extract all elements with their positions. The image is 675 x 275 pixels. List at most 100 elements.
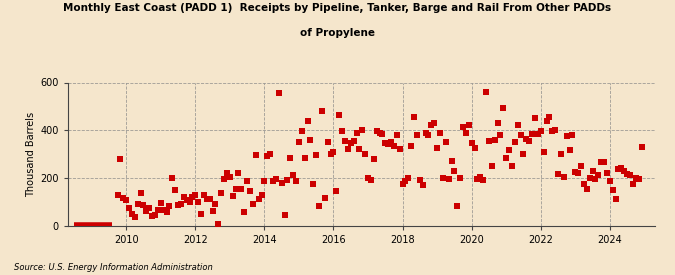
Point [268, 179, 279, 184]
Point [619, 169, 630, 173]
Point [305, 138, 316, 142]
Point [314, 204, 325, 209]
Point [446, 159, 457, 163]
Point [354, 147, 364, 152]
Point [526, 131, 537, 136]
Point [604, 179, 615, 184]
Point [392, 133, 402, 137]
Point [593, 173, 603, 178]
Point [449, 169, 460, 173]
Point [408, 115, 419, 119]
Point [576, 164, 587, 168]
Point [207, 209, 218, 213]
Point [501, 155, 512, 160]
Point [469, 146, 480, 150]
Point [530, 116, 541, 120]
Point [455, 176, 466, 180]
Point [549, 128, 560, 132]
Point [348, 139, 359, 143]
Point [406, 144, 416, 148]
Point [506, 164, 517, 168]
Point [193, 199, 204, 204]
Point [299, 155, 310, 160]
Point [112, 192, 123, 197]
Point [161, 210, 172, 214]
Point [371, 129, 382, 134]
Point [271, 177, 281, 181]
Point [380, 141, 391, 145]
Point [346, 141, 356, 145]
Point [198, 192, 209, 197]
Point [385, 140, 396, 144]
Point [337, 129, 348, 134]
Point [443, 177, 454, 181]
Point [518, 152, 529, 156]
Point [533, 131, 543, 136]
Point [423, 133, 434, 137]
Point [581, 186, 592, 191]
Point [492, 121, 503, 125]
Point [340, 139, 350, 143]
Point [587, 169, 598, 173]
Point [374, 130, 385, 135]
Point [636, 145, 647, 149]
Point [590, 177, 601, 181]
Point [458, 124, 468, 129]
Point [285, 155, 296, 160]
Point [369, 156, 379, 161]
Point [538, 149, 549, 154]
Point [176, 202, 186, 206]
Point [259, 179, 270, 184]
Point [250, 153, 261, 157]
Point [558, 174, 569, 179]
Point [564, 148, 575, 153]
Text: of Propylene: of Propylene [300, 28, 375, 37]
Point [512, 123, 523, 128]
Point [535, 129, 546, 134]
Point [121, 198, 132, 203]
Point [498, 105, 509, 110]
Point [155, 201, 166, 205]
Point [210, 202, 221, 206]
Point [504, 148, 514, 153]
Point [201, 197, 212, 202]
Point [547, 129, 558, 134]
Point [630, 176, 641, 180]
Point [273, 91, 284, 95]
Point [262, 154, 273, 159]
Point [294, 140, 304, 144]
Point [628, 182, 639, 186]
Point [515, 133, 526, 137]
Point [633, 177, 644, 181]
Point [288, 173, 298, 178]
Point [596, 160, 607, 164]
Point [435, 130, 446, 135]
Point [541, 119, 552, 123]
Point [256, 192, 267, 197]
Point [510, 140, 520, 144]
Point [483, 139, 494, 143]
Point [276, 180, 287, 185]
Point [135, 191, 146, 196]
Point [236, 186, 247, 191]
Point [487, 164, 497, 168]
Point [389, 144, 400, 148]
Point [158, 208, 169, 212]
Text: Monthly East Coast (PADD 1)  Receipts by Pipeline, Tanker, Barge and Rail From O: Monthly East Coast (PADD 1) Receipts by … [63, 3, 612, 13]
Point [414, 178, 425, 182]
Point [328, 149, 339, 154]
Point [599, 160, 610, 164]
Y-axis label: Thousand Barrels: Thousand Barrels [26, 111, 36, 197]
Point [282, 178, 293, 182]
Point [196, 211, 207, 216]
Point [475, 174, 486, 179]
Point [150, 213, 161, 217]
Point [164, 204, 175, 209]
Point [573, 171, 584, 175]
Point [230, 186, 241, 191]
Point [178, 195, 189, 199]
Point [567, 133, 578, 137]
Point [578, 182, 589, 186]
Point [553, 172, 564, 177]
Point [310, 153, 321, 157]
